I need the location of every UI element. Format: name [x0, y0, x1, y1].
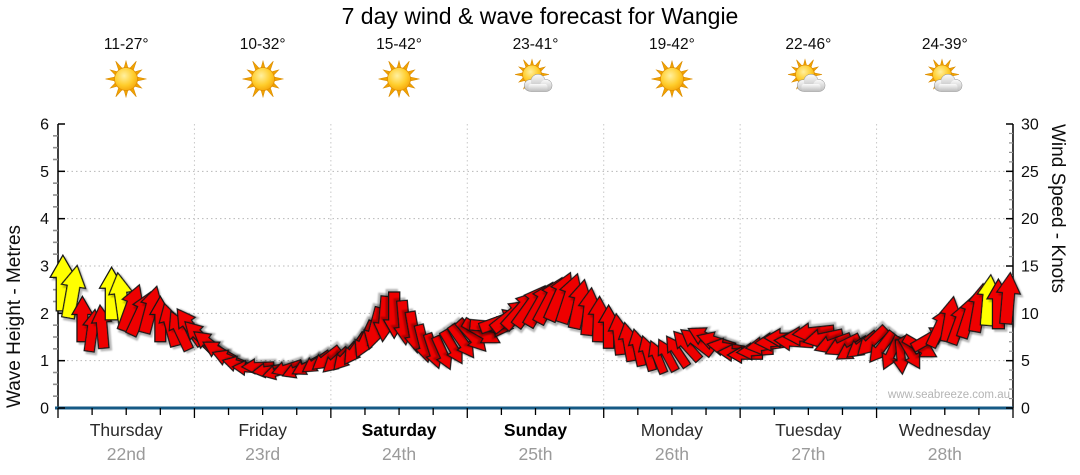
- day-date-label: 28th: [928, 444, 962, 464]
- left-tick-label: 4: [40, 211, 49, 228]
- left-tick-label: 2: [40, 306, 49, 323]
- day-date-label: 26th: [655, 444, 689, 464]
- day-temperature-range: 22-46°: [785, 36, 832, 53]
- sun-icon: [194, 57, 330, 103]
- day-date-label: 22nd: [107, 444, 146, 464]
- day-name-label: Wednesday: [899, 420, 991, 440]
- day-date-label: 27th: [791, 444, 825, 464]
- watermark: www.seabreeze.com.au: [887, 389, 1010, 401]
- right-axis-label: Wind Speed - Knots: [1047, 124, 1068, 293]
- chart-title: 7 day wind & wave forecast for Wangie: [341, 3, 739, 29]
- day-forecast-wednesday: 24-39°: [877, 36, 1013, 103]
- day-date-label: 24th: [382, 444, 416, 464]
- right-tick-label: 5: [1021, 353, 1030, 370]
- sun-icon: [604, 57, 740, 103]
- left-tick-label: 3: [40, 259, 49, 276]
- day-name-label: Saturday: [362, 420, 437, 440]
- day-date-label: 23rd: [245, 444, 280, 464]
- sun-icon: [58, 57, 194, 103]
- day-name-label: Tuesday: [775, 420, 842, 440]
- day-name-label: Monday: [641, 420, 704, 440]
- day-forecast-sunday: 23-41°: [467, 36, 603, 103]
- sun-cloud-icon: [467, 57, 603, 103]
- left-tick-label: 0: [40, 401, 49, 418]
- right-tick-label: 20: [1021, 211, 1039, 228]
- wind-arrow: [60, 264, 87, 320]
- day-temperature-range: 23-41°: [512, 36, 559, 53]
- day-temperature-range: 10-32°: [239, 36, 286, 53]
- day-forecast-monday: 19-42°: [604, 36, 740, 103]
- day-temperature-range: 24-39°: [921, 36, 968, 53]
- right-tick-label: 30: [1021, 117, 1039, 134]
- day-temperature-range: 15-42°: [376, 36, 422, 53]
- day-date-label: 25th: [518, 444, 552, 464]
- right-tick-label: 0: [1021, 401, 1030, 418]
- day-name-label: Thursday: [90, 420, 163, 440]
- left-tick-label: 1: [40, 353, 49, 370]
- day-temperature-range: 19-42°: [648, 36, 695, 53]
- day-forecast-saturday: 15-42°: [331, 36, 467, 103]
- right-tick-label: 25: [1021, 164, 1039, 181]
- right-tick-label: 15: [1021, 259, 1039, 276]
- day-name-label: Friday: [238, 420, 287, 440]
- day-temperature-range: 11-27°: [103, 36, 149, 53]
- sun-cloud-icon: [877, 57, 1013, 103]
- day-name-label: Sunday: [504, 420, 567, 440]
- wind-arrow: [995, 271, 1022, 325]
- day-forecast-thursday: 11-27°: [58, 36, 194, 103]
- sun-cloud-icon: [740, 57, 876, 103]
- right-tick-label: 10: [1021, 306, 1039, 323]
- day-forecast-tuesday: 22-46°: [740, 36, 876, 103]
- left-tick-label: 6: [40, 117, 49, 134]
- sun-icon: [331, 57, 467, 103]
- left-tick-label: 5: [40, 164, 49, 181]
- day-forecast-friday: 10-32°: [194, 36, 330, 103]
